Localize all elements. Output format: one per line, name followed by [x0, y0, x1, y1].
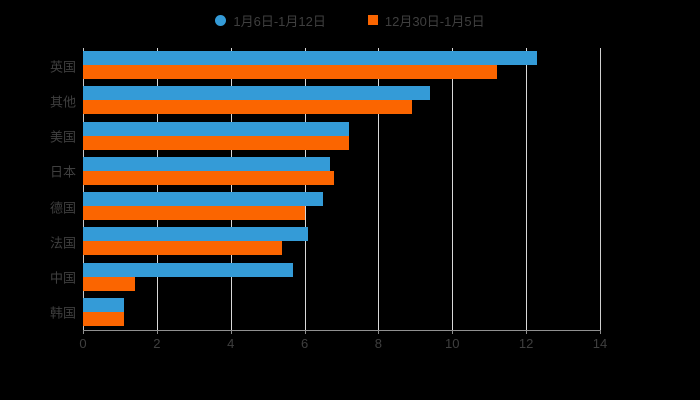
gridline-2	[156, 48, 158, 330]
bar-其他-series-1[interactable]	[83, 100, 412, 115]
x-tick-label-3: 6	[300, 336, 309, 351]
bar-英国-series-1[interactable]	[83, 65, 497, 79]
bars-layer	[83, 48, 600, 330]
y-tick-label-0: 英国	[49, 59, 76, 75]
legend-item-label: 1月6日-1月12日	[233, 13, 326, 29]
bar-美国-series-0[interactable]	[83, 121, 349, 136]
y-tick-label-6: 中国	[49, 270, 76, 286]
gridline-4	[230, 48, 232, 330]
x-tick-mark-0	[83, 330, 84, 334]
x-axis: 0 2 4 6 8 10 12 14	[79, 330, 607, 356]
bar-德国-series-0[interactable]	[83, 192, 324, 206]
x-tick-mark-4	[230, 330, 232, 334]
y-tick-label-4: 德国	[49, 200, 76, 216]
plot-area	[83, 48, 601, 330]
legend-swatch-circle-icon	[215, 14, 227, 26]
y-tick-label-1: 其他	[49, 94, 76, 110]
x-tick-mark-14	[600, 330, 601, 334]
bar-group	[83, 83, 600, 118]
x-tick-label-6: 12	[518, 336, 534, 351]
x-tick-mark-6	[304, 330, 306, 334]
gridline-10	[452, 48, 454, 330]
x-axis-line	[83, 330, 601, 331]
gridline-6	[304, 48, 306, 330]
bar-group	[83, 48, 600, 83]
legend-item-label: 12月30日-1月5日	[384, 13, 485, 29]
x-tick-label-1: 2	[153, 336, 161, 351]
bar-美国-series-1[interactable]	[83, 135, 349, 150]
x-tick-label-7: 14	[592, 336, 608, 351]
bar-中国-series-0[interactable]	[83, 262, 294, 277]
y-tick-label-3: 日本	[49, 164, 76, 180]
bar-韩国-series-0[interactable]	[83, 297, 124, 312]
chart-legend: 1月6日-1月12日 12月30日-1月5日	[0, 8, 700, 32]
bar-德国-series-1[interactable]	[83, 206, 305, 220]
x-tick-label-0: 0	[79, 336, 87, 351]
x-tick-label-5: 10	[445, 336, 460, 351]
x-tick-mark-10	[452, 330, 454, 334]
bar-group	[83, 119, 600, 154]
bar-法国-series-0[interactable]	[83, 227, 309, 242]
y-tick-label-2: 美国	[49, 129, 76, 145]
bar-英国-series-0[interactable]	[83, 51, 538, 65]
x-tick-mark-2	[156, 330, 158, 334]
bar-group	[83, 224, 600, 259]
x-tick-mark-12	[526, 330, 528, 334]
bar-group	[83, 260, 600, 295]
gridline-12	[526, 48, 528, 330]
bar-日本-series-0[interactable]	[83, 156, 331, 171]
legend-item-0[interactable]: 1月6日-1月12日	[215, 11, 326, 30]
legend-item-1[interactable]: 12月30日-1月5日	[367, 11, 485, 30]
gridline-0	[83, 48, 84, 330]
gridline-8	[378, 48, 380, 330]
x-tick-label-4: 8	[374, 336, 383, 351]
y-tick-label-5: 法国	[49, 235, 76, 251]
bar-group	[83, 154, 600, 189]
y-tick-label-7: 韩国	[49, 305, 76, 321]
legend-swatch-square-icon	[367, 15, 378, 25]
x-tick-label-2: 4	[227, 336, 235, 351]
bar-法国-series-1[interactable]	[83, 241, 283, 256]
bar-中国-series-1[interactable]	[83, 276, 135, 291]
bar-日本-series-1[interactable]	[83, 170, 335, 185]
gridline-14	[600, 48, 601, 330]
y-axis: 英国其他美国日本德国法国中国韩国	[0, 48, 76, 330]
bar-group	[83, 189, 600, 224]
bar-group	[83, 295, 600, 330]
x-tick-mark-8	[378, 330, 380, 334]
bar-韩国-series-1[interactable]	[83, 311, 124, 326]
bar-其他-series-0[interactable]	[83, 86, 431, 101]
